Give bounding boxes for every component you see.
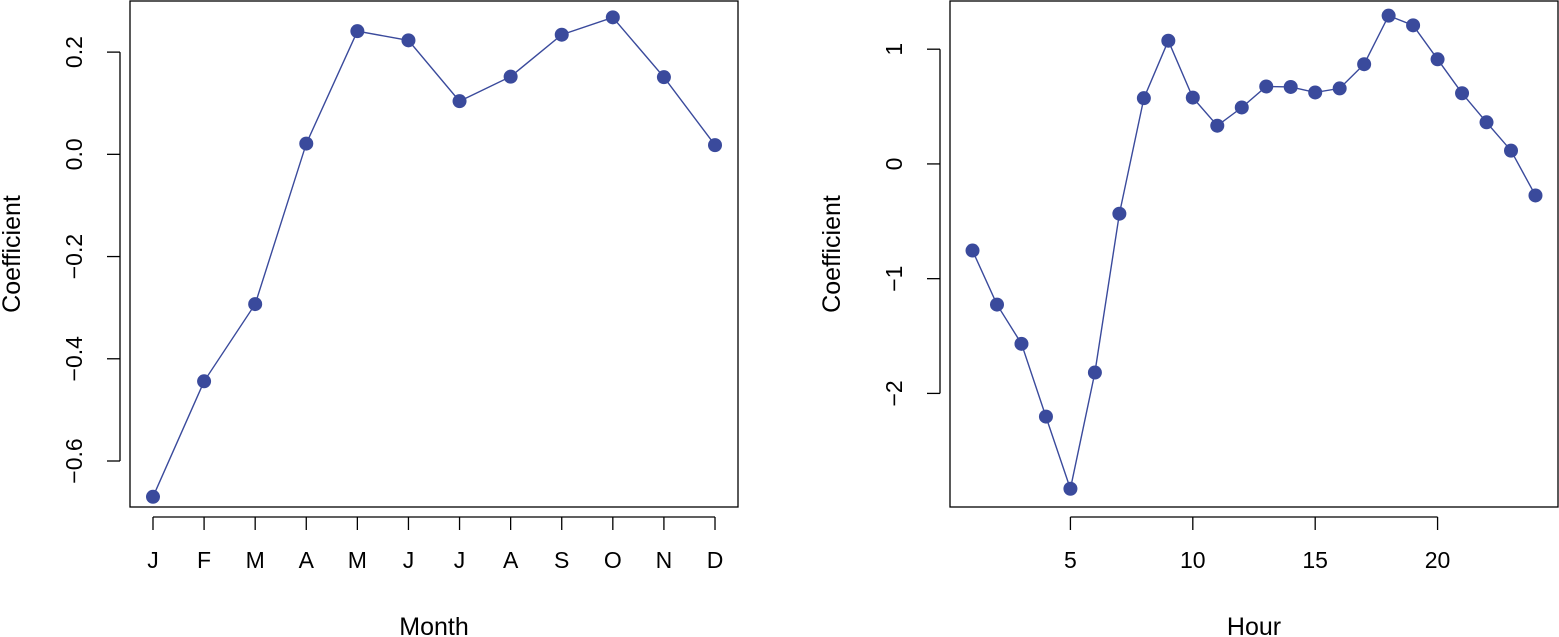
month-x-tick-label: O (604, 547, 622, 573)
month-y-tick-label: −0.2 (61, 234, 87, 279)
hour-data-point (1332, 81, 1347, 96)
hour-data-point (1136, 91, 1151, 106)
hour-data-point (1234, 100, 1249, 115)
month-data-point (145, 489, 160, 504)
month-data-point (554, 27, 569, 42)
hour-series (965, 8, 1543, 496)
month-data-point (656, 70, 671, 85)
month-data-point (197, 374, 212, 389)
month-series-line (152, 16, 716, 498)
month-x-axis-title: Month (399, 613, 468, 637)
month-series (145, 10, 723, 504)
hour-data-point (1038, 409, 1053, 424)
hour-x-axis-title: Hour (1227, 613, 1281, 637)
month-data-point (401, 33, 416, 48)
hour-y-tick-label: −1 (881, 266, 907, 292)
month-y-tick-label: −0.4 (61, 336, 87, 382)
hour-data-point (1357, 57, 1372, 72)
hour-data-point (989, 297, 1004, 312)
hour-data-point (1161, 33, 1176, 48)
hour-data-point (1504, 143, 1519, 158)
month-x-tick-label: A (299, 547, 315, 573)
month-y-axis: −0.6 −0.4 −0.2 0.0 0.2 (61, 36, 121, 484)
hour-data-point (1406, 18, 1421, 33)
month-panel: J F M A M J J A S O N D −0.6 −0.4 −0.2 0.0 0.2 Month Co… (0, 0, 739, 637)
month-x-tick-label: S (554, 547, 569, 573)
hour-y-axis: −2 −1 0 1 (881, 43, 941, 407)
hour-x-axis: 5 10 15 20 (1064, 516, 1451, 573)
hour-panel: 5 10 15 20 −2 −1 0 1 Hour Coefficient (818, 0, 1559, 637)
month-y-tick-label: 0.2 (61, 36, 87, 68)
hour-data-point (1479, 115, 1494, 130)
month-x-tick-label: J (454, 547, 466, 573)
hour-data-point (1455, 86, 1470, 101)
hour-x-tick-label: 20 (1425, 547, 1451, 573)
month-data-point (503, 69, 518, 84)
hour-y-axis-title: Coefficient (818, 195, 846, 313)
hour-data-point (1014, 336, 1029, 351)
hour-data-point (965, 243, 980, 258)
month-data-point (708, 138, 723, 153)
month-y-tick-label: −0.6 (61, 438, 87, 483)
hour-x-tick-label: 15 (1302, 547, 1328, 573)
hour-x-tick-label: 10 (1180, 547, 1206, 573)
hour-y-tick-label: 0 (881, 158, 907, 171)
month-plot-frame (129, 0, 739, 508)
hour-data-point (1381, 8, 1396, 23)
hour-data-point (1430, 52, 1445, 67)
month-data-point (452, 94, 467, 109)
hour-data-point (1308, 85, 1323, 100)
hour-y-tick-label: 1 (881, 43, 907, 56)
month-x-tick-label: M (246, 547, 265, 573)
hour-data-point (1185, 90, 1200, 105)
month-data-point (248, 297, 263, 312)
month-x-tick-label: J (403, 547, 415, 573)
hour-data-point (1112, 206, 1127, 221)
month-data-point (350, 24, 365, 39)
hour-plot-frame (949, 0, 1559, 508)
month-data-point (299, 136, 314, 151)
month-data-point (605, 10, 620, 25)
month-x-tick-label: D (707, 547, 724, 573)
hour-x-tick-label: 5 (1064, 547, 1077, 573)
month-y-axis-title: Coefficient (0, 195, 26, 313)
month-x-tick-label: N (656, 547, 673, 573)
hour-data-point (1210, 118, 1225, 133)
month-x-tick-label: J (147, 547, 159, 573)
hour-data-point (1087, 365, 1102, 380)
month-y-tick-label: 0.0 (61, 138, 87, 170)
hour-data-point (1063, 481, 1078, 496)
hour-data-point (1259, 79, 1274, 94)
month-x-tick-label: F (197, 547, 211, 573)
hour-data-point (1283, 79, 1298, 94)
month-x-tick-label: M (348, 547, 367, 573)
hour-series-line (971, 14, 1537, 492)
month-x-tick-label: A (503, 547, 519, 573)
hour-data-point (1528, 188, 1543, 203)
hour-y-tick-label: −2 (881, 380, 907, 406)
